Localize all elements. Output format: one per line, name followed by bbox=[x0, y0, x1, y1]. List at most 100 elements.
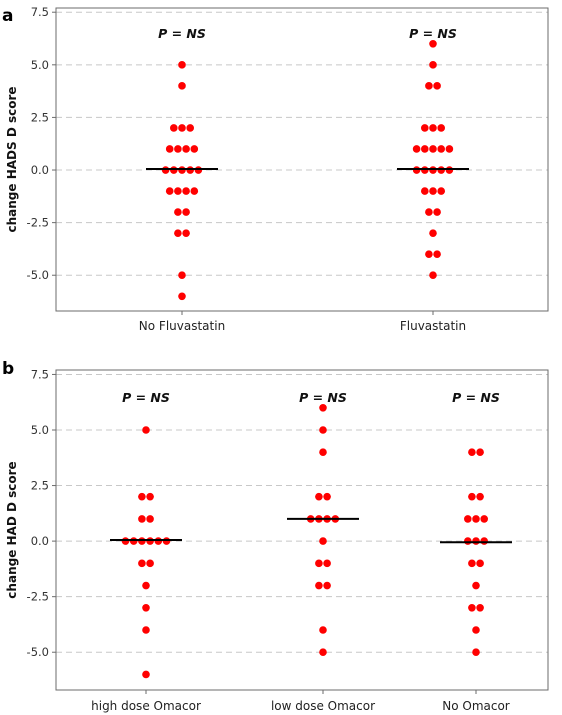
data-point bbox=[178, 124, 186, 132]
data-point bbox=[319, 648, 327, 657]
data-point bbox=[468, 448, 476, 457]
category-label: low dose Omacor bbox=[271, 699, 375, 713]
data-point bbox=[421, 145, 429, 153]
y-tick-label: 2.5 bbox=[31, 479, 49, 493]
data-point bbox=[429, 271, 437, 280]
data-point bbox=[142, 426, 150, 434]
data-point bbox=[178, 61, 186, 69]
data-point bbox=[319, 403, 327, 412]
data-point bbox=[433, 250, 441, 258]
data-point bbox=[433, 208, 441, 216]
data-point bbox=[429, 61, 437, 69]
data-point bbox=[182, 208, 190, 216]
data-point bbox=[476, 492, 484, 501]
data-point bbox=[178, 271, 186, 280]
data-point bbox=[472, 537, 480, 545]
data-point bbox=[476, 448, 484, 457]
category-label: No Fluvastatin bbox=[139, 319, 225, 333]
data-point bbox=[421, 187, 429, 195]
y-tick-label: 7.5 bbox=[31, 5, 49, 19]
data-point bbox=[315, 559, 323, 568]
data-point bbox=[174, 187, 182, 195]
category-label: high dose Omacor bbox=[91, 699, 201, 713]
data-point bbox=[174, 145, 182, 153]
y-tick-label: 0.0 bbox=[31, 534, 49, 548]
data-point bbox=[472, 581, 480, 590]
data-point bbox=[319, 448, 327, 457]
data-point bbox=[129, 537, 138, 545]
data-point bbox=[323, 559, 331, 568]
data-point bbox=[319, 626, 327, 634]
data-point bbox=[178, 292, 186, 301]
data-point bbox=[138, 559, 146, 568]
y-tick-label: -2.5 bbox=[27, 590, 49, 604]
data-point bbox=[425, 250, 433, 258]
data-point bbox=[476, 559, 484, 568]
y-axis-title: change HADS D score bbox=[5, 86, 19, 232]
data-point bbox=[182, 145, 190, 153]
data-point bbox=[142, 581, 150, 590]
data-point bbox=[437, 166, 446, 174]
y-tick-label: 7.5 bbox=[31, 367, 49, 381]
data-point bbox=[445, 145, 454, 153]
data-point bbox=[146, 492, 154, 501]
data-point bbox=[437, 145, 446, 153]
data-point bbox=[429, 124, 437, 132]
data-point bbox=[472, 648, 480, 657]
data-point bbox=[429, 39, 437, 48]
panel-b: b -5.0 -2.5 0.0 2.5 5.0 7.5 change HAD D score h… bbox=[2, 359, 549, 713]
category-label: Fluvastatin bbox=[400, 319, 466, 333]
data-point bbox=[437, 124, 446, 132]
data-point bbox=[464, 537, 472, 545]
data-point bbox=[174, 229, 182, 237]
data-point bbox=[170, 166, 178, 174]
p-value-annotation: P = NS bbox=[299, 390, 347, 405]
data-point bbox=[429, 187, 437, 195]
plot-frame bbox=[55, 369, 549, 691]
y-tick-label: 2.5 bbox=[31, 110, 49, 124]
y-tick-label: 5.0 bbox=[31, 423, 49, 437]
data-point bbox=[194, 166, 203, 174]
data-point bbox=[319, 426, 327, 434]
data-point bbox=[138, 515, 146, 523]
data-point bbox=[480, 515, 489, 523]
data-point bbox=[472, 626, 480, 634]
data-point bbox=[421, 124, 429, 132]
data-point bbox=[190, 145, 199, 153]
data-point bbox=[182, 187, 190, 195]
p-value-annotation: P = NS bbox=[452, 390, 500, 405]
y-tick-label: -5.0 bbox=[27, 645, 49, 659]
panel-letter: a bbox=[2, 6, 13, 26]
data-point bbox=[142, 626, 150, 634]
data-point bbox=[165, 145, 174, 153]
panel-a: a -5.0 -2.5 0.0 2.5 5.0 7.5 change HADS D score… bbox=[2, 5, 549, 333]
data-point bbox=[170, 124, 178, 132]
data-point bbox=[315, 581, 323, 590]
data-point bbox=[412, 145, 421, 153]
data-point bbox=[138, 537, 146, 545]
data-point bbox=[468, 559, 476, 568]
data-point bbox=[174, 208, 182, 216]
data-point bbox=[319, 537, 327, 545]
data-point bbox=[161, 166, 170, 174]
data-point bbox=[315, 492, 323, 501]
data-point bbox=[468, 603, 476, 612]
data-point bbox=[425, 82, 433, 90]
data-point bbox=[476, 603, 484, 612]
data-point bbox=[138, 492, 146, 501]
data-point bbox=[437, 187, 446, 195]
data-point bbox=[154, 537, 163, 545]
data-point bbox=[464, 515, 472, 523]
data-point bbox=[186, 166, 194, 174]
plot-frame bbox=[55, 7, 549, 312]
y-tick-label: -5.0 bbox=[27, 268, 49, 282]
data-point bbox=[142, 670, 150, 679]
data-point bbox=[190, 187, 199, 195]
p-value-annotation: P = NS bbox=[409, 26, 457, 41]
data-point bbox=[433, 82, 441, 90]
data-point bbox=[178, 82, 186, 90]
p-value-annotation: P = NS bbox=[122, 390, 170, 405]
data-point bbox=[323, 492, 331, 501]
data-point bbox=[425, 208, 433, 216]
